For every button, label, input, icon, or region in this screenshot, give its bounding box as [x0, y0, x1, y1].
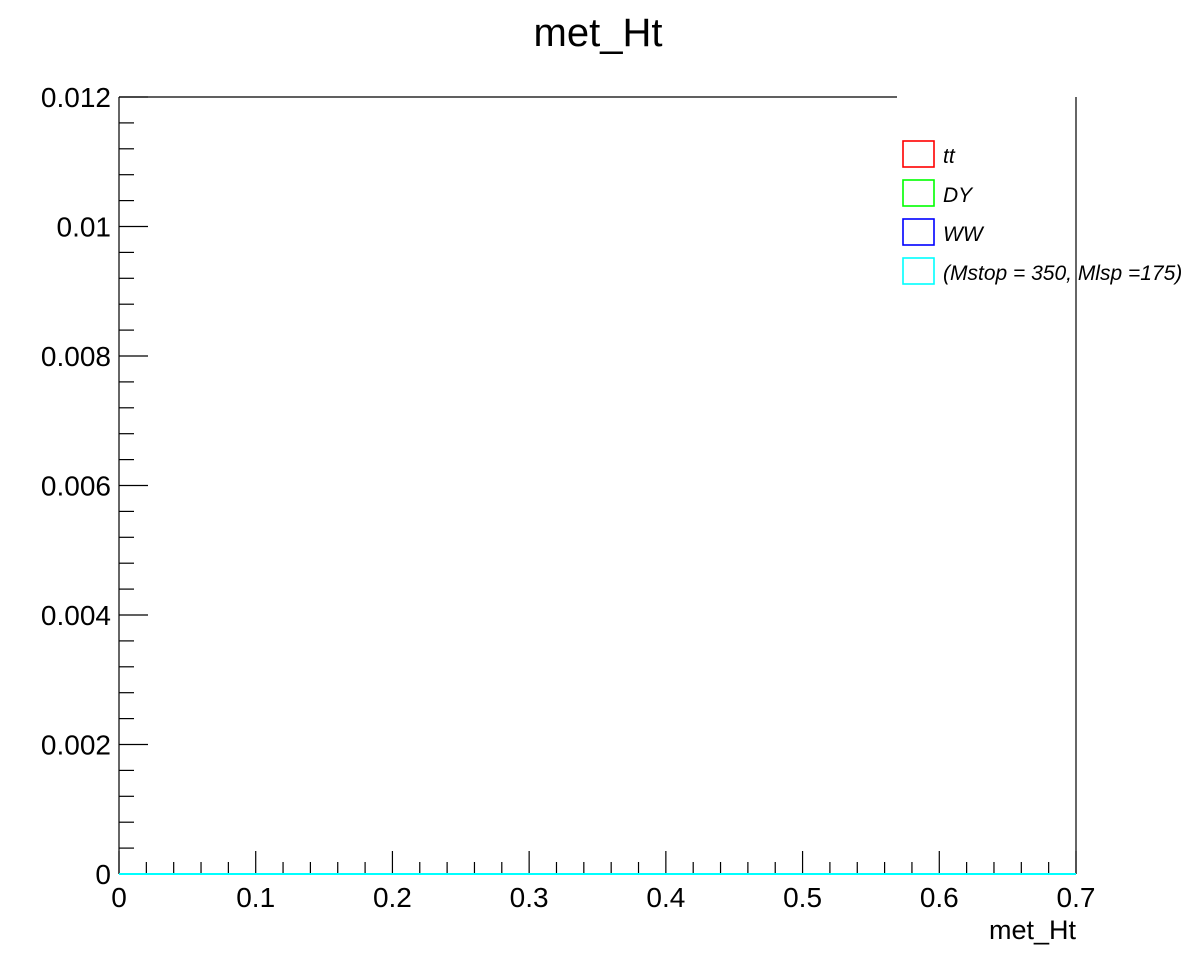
y-tick-label: 0.006	[41, 471, 111, 502]
x-tick-label: 0.1	[236, 882, 275, 913]
legend-label: (Mstop = 350, Mlsp =175)	[943, 262, 1182, 285]
x-tick-label: 0.2	[373, 882, 412, 913]
legend-label: tt	[943, 145, 956, 168]
chart-title: met_Ht	[534, 11, 663, 55]
legend: tt DY WW (Mstop = 350, Mlsp =175)	[902, 140, 1182, 285]
axis-ticks	[118, 96, 1077, 875]
legend-swatch	[902, 140, 935, 168]
x-tick-label: 0.7	[1057, 882, 1096, 913]
legend-label: DY	[943, 184, 974, 207]
legend-label: WW	[943, 223, 985, 246]
y-tick-label: 0.002	[41, 730, 111, 761]
legend-swatch	[902, 179, 935, 207]
x-tick-label: 0.3	[510, 882, 549, 913]
y-tick-label: 0.01	[57, 212, 112, 243]
y-tick-label: 0.012	[41, 82, 111, 113]
tick-labels: 0 0.002 0.004 0.006 0.008 0.01 0.012 0 0.1 0.2 0.3…	[41, 82, 1096, 913]
x-tick-label: 0	[111, 882, 127, 913]
y-tick-label: 0	[95, 859, 111, 890]
x-tick-label: 0.6	[920, 882, 959, 913]
y-tick-label: 0.008	[41, 341, 111, 372]
x-tick-label: 0.4	[646, 882, 685, 913]
y-tick-label: 0.004	[41, 600, 111, 631]
legend-swatch	[902, 218, 935, 246]
x-tick-label: 0.5	[783, 882, 822, 913]
legend-swatch	[902, 257, 935, 285]
x-axis-title: met_Ht	[989, 915, 1077, 945]
